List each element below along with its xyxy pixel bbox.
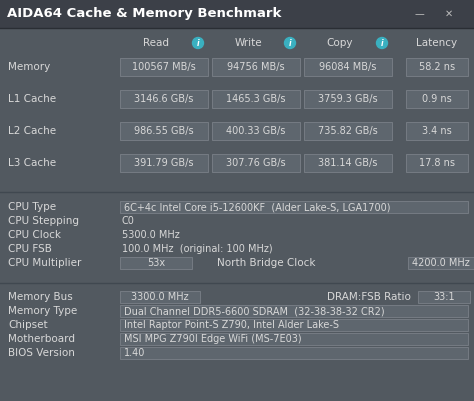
FancyBboxPatch shape	[120, 257, 192, 269]
FancyBboxPatch shape	[120, 319, 468, 331]
Text: CPU Stepping: CPU Stepping	[8, 216, 79, 226]
FancyBboxPatch shape	[120, 90, 208, 108]
Text: Memory Bus: Memory Bus	[8, 292, 73, 302]
Text: CPU Clock: CPU Clock	[8, 230, 61, 240]
FancyBboxPatch shape	[120, 305, 468, 317]
Text: 96084 MB/s: 96084 MB/s	[319, 62, 377, 72]
Text: 100.0 MHz  (original: 100 MHz): 100.0 MHz (original: 100 MHz)	[122, 244, 273, 254]
FancyBboxPatch shape	[212, 122, 300, 140]
Text: C0: C0	[122, 216, 135, 226]
Text: L2 Cache: L2 Cache	[8, 126, 56, 136]
Text: North Bridge Clock: North Bridge Clock	[218, 258, 316, 268]
FancyBboxPatch shape	[212, 90, 300, 108]
FancyBboxPatch shape	[304, 122, 392, 140]
Text: —: —	[414, 9, 424, 19]
Text: 53x: 53x	[147, 258, 165, 268]
Text: AIDA64 Cache & Memory Benchmark: AIDA64 Cache & Memory Benchmark	[7, 8, 282, 20]
Text: 735.82 GB/s: 735.82 GB/s	[318, 126, 378, 136]
FancyBboxPatch shape	[120, 201, 468, 213]
Text: L1 Cache: L1 Cache	[8, 94, 56, 104]
FancyBboxPatch shape	[406, 122, 468, 140]
Text: Chipset: Chipset	[8, 320, 47, 330]
Text: Dual Channel DDR5-6600 SDRAM  (32-38-38-32 CR2): Dual Channel DDR5-6600 SDRAM (32-38-38-3…	[124, 306, 384, 316]
Text: Memory Type: Memory Type	[8, 306, 77, 316]
Text: Memory: Memory	[8, 62, 50, 72]
Text: 3300.0 MHz: 3300.0 MHz	[131, 292, 189, 302]
Text: ✕: ✕	[445, 9, 453, 19]
Text: 986.55 GB/s: 986.55 GB/s	[134, 126, 194, 136]
FancyBboxPatch shape	[304, 154, 392, 172]
Circle shape	[284, 38, 295, 49]
Circle shape	[192, 38, 203, 49]
Text: i: i	[381, 38, 383, 47]
Text: 100567 MB/s: 100567 MB/s	[132, 62, 196, 72]
FancyBboxPatch shape	[406, 90, 468, 108]
Text: 1.40: 1.40	[124, 348, 146, 358]
Text: 0.9 ns: 0.9 ns	[422, 94, 452, 104]
Text: i: i	[197, 38, 199, 47]
Text: L3 Cache: L3 Cache	[8, 158, 56, 168]
Text: 4200.0 MHz: 4200.0 MHz	[412, 258, 470, 268]
Text: 17.8 ns: 17.8 ns	[419, 158, 455, 168]
FancyBboxPatch shape	[406, 58, 468, 76]
Text: 6C+4c Intel Core i5-12600KF  (Alder Lake-S, LGA1700): 6C+4c Intel Core i5-12600KF (Alder Lake-…	[124, 202, 391, 212]
FancyBboxPatch shape	[304, 58, 392, 76]
Text: 5300.0 MHz: 5300.0 MHz	[122, 230, 180, 240]
FancyBboxPatch shape	[406, 154, 468, 172]
Text: 307.76 GB/s: 307.76 GB/s	[226, 158, 286, 168]
FancyBboxPatch shape	[120, 291, 200, 303]
Text: 1465.3 GB/s: 1465.3 GB/s	[226, 94, 286, 104]
FancyBboxPatch shape	[120, 58, 208, 76]
Text: 3146.6 GB/s: 3146.6 GB/s	[134, 94, 194, 104]
Text: 58.2 ns: 58.2 ns	[419, 62, 455, 72]
Text: 94756 MB/s: 94756 MB/s	[227, 62, 285, 72]
Text: 33:1: 33:1	[433, 292, 455, 302]
Text: Write: Write	[234, 38, 262, 48]
Text: i: i	[289, 38, 292, 47]
Text: CPU Type: CPU Type	[8, 202, 56, 212]
FancyBboxPatch shape	[120, 154, 208, 172]
Text: Copy: Copy	[327, 38, 353, 48]
FancyBboxPatch shape	[304, 90, 392, 108]
FancyBboxPatch shape	[418, 291, 470, 303]
Text: MSI MPG Z790I Edge WiFi (MS-7E03): MSI MPG Z790I Edge WiFi (MS-7E03)	[124, 334, 301, 344]
Circle shape	[376, 38, 388, 49]
Text: 3759.3 GB/s: 3759.3 GB/s	[318, 94, 378, 104]
FancyBboxPatch shape	[408, 257, 474, 269]
Text: 400.33 GB/s: 400.33 GB/s	[226, 126, 286, 136]
Text: 391.79 GB/s: 391.79 GB/s	[134, 158, 194, 168]
Text: CPU Multiplier: CPU Multiplier	[8, 258, 82, 268]
Text: DRAM:FSB Ratio: DRAM:FSB Ratio	[327, 292, 411, 302]
Text: 3.4 ns: 3.4 ns	[422, 126, 452, 136]
FancyBboxPatch shape	[120, 333, 468, 345]
Text: Intel Raptor Point-S Z790, Intel Alder Lake-S: Intel Raptor Point-S Z790, Intel Alder L…	[124, 320, 339, 330]
Text: BIOS Version: BIOS Version	[8, 348, 75, 358]
Text: Latency: Latency	[417, 38, 457, 48]
Text: Read: Read	[143, 38, 169, 48]
Text: 381.14 GB/s: 381.14 GB/s	[319, 158, 378, 168]
FancyBboxPatch shape	[212, 154, 300, 172]
FancyBboxPatch shape	[0, 0, 474, 28]
Text: CPU FSB: CPU FSB	[8, 244, 52, 254]
FancyBboxPatch shape	[120, 347, 468, 359]
FancyBboxPatch shape	[212, 58, 300, 76]
FancyBboxPatch shape	[120, 122, 208, 140]
Text: Motherboard: Motherboard	[8, 334, 75, 344]
